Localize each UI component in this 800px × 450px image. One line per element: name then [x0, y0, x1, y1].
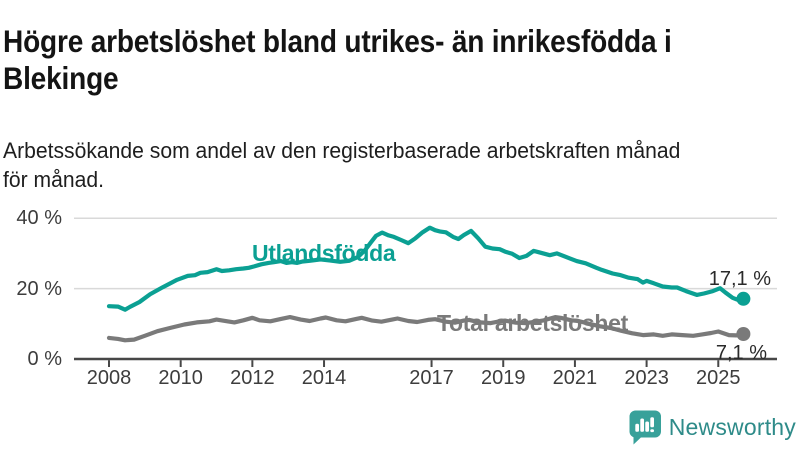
- series-label-total-arbetsloshet: Total arbetslöshet: [437, 310, 628, 336]
- x-tick-label: 2014: [301, 367, 347, 389]
- chart-subtitle: Arbetssökande som andel av den registerb…: [3, 136, 790, 194]
- subtitle-line-1: Arbetssökande som andel av den registerb…: [3, 138, 681, 163]
- series-line-0: [106, 225, 746, 312]
- x-tick-label: 2008: [86, 367, 132, 389]
- title-line-2: Blekinge: [3, 60, 119, 97]
- series-label-utlandsfodda: Utlandsfödda: [252, 240, 396, 266]
- newsworthy-wordmark: Newsworthy: [668, 414, 796, 440]
- series-end-dot-0: [736, 291, 751, 306]
- page-title: Högre arbetslöshet bland utrikes- än inr…: [3, 23, 799, 97]
- x-tick-label: 2019: [480, 367, 526, 389]
- x-tick-label: 2021: [552, 367, 598, 389]
- x-tick-label: 2025: [696, 367, 741, 389]
- title-line-1: Högre arbetslöshet bland utrikes- än inr…: [3, 23, 672, 60]
- x-tick-label: 2010: [158, 367, 203, 389]
- x-tick-label: 2017: [409, 367, 454, 389]
- x-tick-label: 2023: [624, 367, 669, 389]
- end-value-label-utlandsfodda: 17,1 %: [708, 268, 771, 290]
- series-line-1: [106, 315, 746, 343]
- series-end-dot-1: [736, 327, 751, 341]
- bar-chart-speech-bubble-icon: [629, 410, 661, 445]
- subtitle-line-2: för månad.: [3, 167, 104, 192]
- newsworthy-logo: Newsworthy: [629, 410, 796, 445]
- y-tick-label: 20 %: [16, 277, 62, 300]
- y-tick-label: 40 %: [16, 207, 62, 230]
- end-value-label-total-arbetsloshet: 7,1 %: [715, 342, 767, 364]
- x-tick-label: 2012: [230, 367, 275, 389]
- y-tick-label: 0 %: [27, 348, 62, 370]
